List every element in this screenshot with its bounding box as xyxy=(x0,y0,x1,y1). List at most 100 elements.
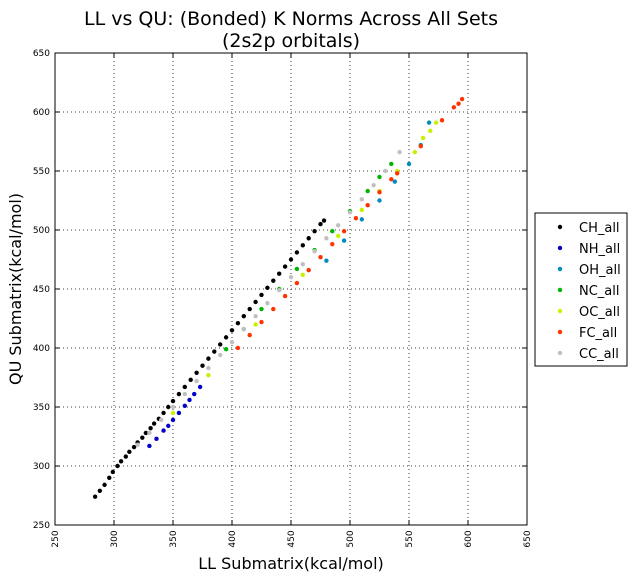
data-point xyxy=(229,339,235,345)
data-point xyxy=(259,319,264,325)
data-point xyxy=(271,278,276,283)
data-points xyxy=(92,96,465,499)
data-point xyxy=(265,300,270,306)
data-point xyxy=(159,417,164,423)
x-tick-label: 650 xyxy=(523,530,533,547)
data-point xyxy=(330,228,335,234)
data-point xyxy=(288,275,294,280)
series-fc-all xyxy=(235,96,465,351)
data-point xyxy=(347,210,353,215)
x-tick-label: 350 xyxy=(169,530,179,547)
legend-label: CH_all xyxy=(579,221,620,236)
legend-marker xyxy=(557,245,563,251)
legend-marker xyxy=(557,287,563,293)
grid-lines xyxy=(55,53,527,525)
data-point xyxy=(406,161,412,167)
y-tick-label: 400 xyxy=(33,344,50,354)
data-point xyxy=(397,149,402,155)
data-point xyxy=(312,249,317,254)
data-point xyxy=(92,494,98,499)
data-point xyxy=(392,179,398,184)
data-point xyxy=(151,421,157,426)
data-point xyxy=(324,258,329,263)
data-point xyxy=(294,250,300,255)
data-point xyxy=(182,391,187,397)
legend: CH_all NH_all OH_all NC_all OC_all FC_all CC_a… xyxy=(534,212,628,367)
data-point xyxy=(359,217,364,222)
y-tick-label: 550 xyxy=(33,167,50,177)
data-point xyxy=(377,198,382,203)
data-point xyxy=(131,444,137,450)
legend-marker xyxy=(557,224,563,230)
data-point xyxy=(206,356,211,361)
data-point xyxy=(143,430,149,436)
y-axis-label: QU Submatrix(kcal/mol) xyxy=(6,193,25,385)
data-point xyxy=(306,267,311,273)
data-point xyxy=(194,378,199,384)
data-point xyxy=(383,168,388,174)
series-nc-all xyxy=(223,161,394,352)
data-point xyxy=(218,352,223,358)
data-point xyxy=(206,365,211,371)
data-point xyxy=(115,463,120,469)
data-point xyxy=(359,197,364,202)
data-point xyxy=(253,313,258,319)
data-point xyxy=(241,313,246,319)
legend-label: CC_all xyxy=(579,347,619,362)
data-point xyxy=(389,161,394,167)
y-tick-label: 600 xyxy=(33,108,50,118)
data-point xyxy=(451,105,457,110)
data-point xyxy=(418,144,423,149)
data-point xyxy=(223,335,229,340)
data-point xyxy=(277,271,282,276)
data-point xyxy=(229,328,235,333)
data-point xyxy=(118,459,124,464)
data-point xyxy=(456,101,461,106)
data-point xyxy=(97,488,103,493)
data-point xyxy=(288,257,294,262)
data-point xyxy=(241,326,246,332)
data-point xyxy=(412,149,418,155)
data-point xyxy=(377,174,382,180)
series-oc-all xyxy=(170,120,439,416)
data-point xyxy=(294,266,300,272)
data-point xyxy=(182,403,187,409)
series-ch-all xyxy=(92,218,327,499)
data-point xyxy=(306,236,311,241)
data-point xyxy=(271,306,276,312)
data-point xyxy=(294,280,300,286)
data-point xyxy=(318,221,323,227)
data-point xyxy=(140,435,145,440)
x-axis-label: LL Submatrix(kcal/mol) xyxy=(198,554,384,573)
legend-label: OC_all xyxy=(579,305,620,320)
data-point xyxy=(187,397,192,403)
data-point xyxy=(176,391,182,397)
data-point xyxy=(433,120,439,125)
data-point xyxy=(107,475,112,480)
data-point xyxy=(282,264,288,269)
data-point xyxy=(253,299,258,305)
data-point xyxy=(188,377,193,383)
x-tick-label: 600 xyxy=(464,530,474,547)
series-cc-all xyxy=(135,149,402,447)
data-point xyxy=(365,188,370,194)
data-point xyxy=(365,203,370,208)
legend-label: OH_all xyxy=(579,263,621,278)
legend-marker xyxy=(557,308,563,314)
y-tick-label: 350 xyxy=(33,403,50,413)
data-point xyxy=(247,306,252,312)
data-point xyxy=(197,384,203,390)
data-point xyxy=(377,190,382,195)
data-point xyxy=(154,436,159,442)
data-point xyxy=(336,223,341,228)
y-tick-label: 300 xyxy=(33,462,50,472)
data-point xyxy=(176,410,182,416)
data-point xyxy=(235,345,241,351)
data-point xyxy=(324,236,329,241)
data-point xyxy=(235,321,241,326)
y-tick-label: 650 xyxy=(33,49,50,59)
data-point xyxy=(265,285,270,291)
data-point xyxy=(170,404,176,410)
data-point xyxy=(426,120,432,125)
